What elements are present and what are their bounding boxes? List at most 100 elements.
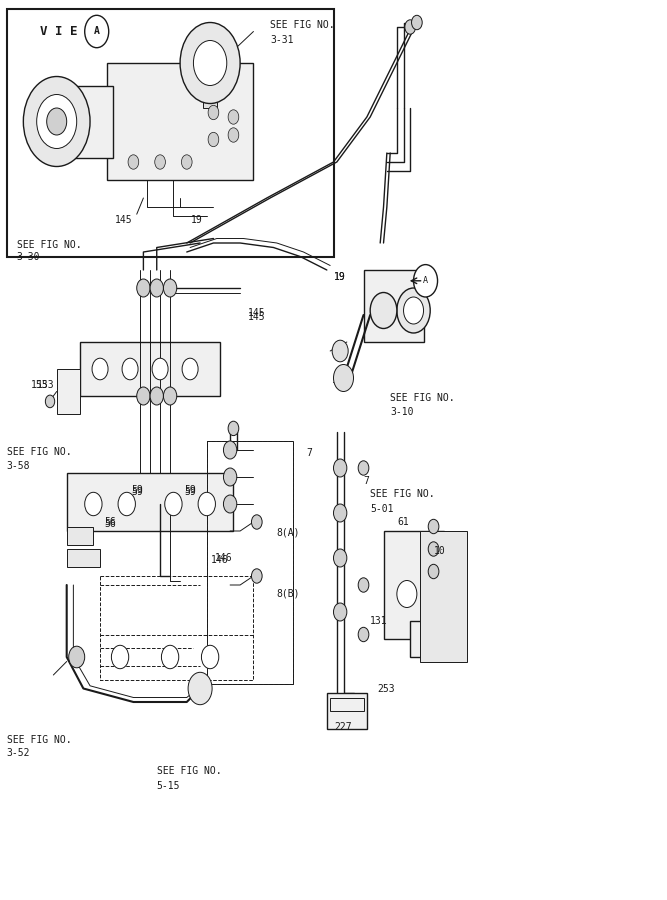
Circle shape xyxy=(428,519,439,534)
Circle shape xyxy=(198,492,215,516)
Text: 227: 227 xyxy=(335,722,352,733)
Bar xyxy=(203,94,217,108)
Text: SEE FIG NO.: SEE FIG NO. xyxy=(370,489,435,500)
Circle shape xyxy=(111,645,129,669)
Text: SEE FIG NO.: SEE FIG NO. xyxy=(17,239,81,250)
Circle shape xyxy=(161,645,179,669)
Circle shape xyxy=(181,155,192,169)
Text: 145: 145 xyxy=(248,308,265,319)
Circle shape xyxy=(137,387,150,405)
Text: SEE FIG NO.: SEE FIG NO. xyxy=(7,734,71,745)
Circle shape xyxy=(85,492,102,516)
Bar xyxy=(47,86,113,158)
Circle shape xyxy=(332,340,348,362)
Circle shape xyxy=(228,128,239,142)
Circle shape xyxy=(37,94,77,148)
Circle shape xyxy=(182,358,198,380)
Circle shape xyxy=(334,364,354,392)
Text: SEE FIG NO.: SEE FIG NO. xyxy=(7,446,71,457)
Circle shape xyxy=(334,504,347,522)
Text: 10: 10 xyxy=(434,545,446,556)
Text: 153: 153 xyxy=(37,380,54,391)
Text: SEE FIG NO.: SEE FIG NO. xyxy=(270,20,335,31)
Circle shape xyxy=(397,580,417,608)
Bar xyxy=(107,63,253,180)
Text: 8(B): 8(B) xyxy=(277,589,300,599)
Circle shape xyxy=(193,40,227,86)
Circle shape xyxy=(165,492,182,516)
Text: 59: 59 xyxy=(131,487,143,498)
Text: 3-58: 3-58 xyxy=(7,461,30,472)
Text: 59: 59 xyxy=(184,487,196,498)
Circle shape xyxy=(428,564,439,579)
Circle shape xyxy=(150,279,163,297)
Text: 7: 7 xyxy=(364,476,370,487)
Bar xyxy=(80,342,220,396)
Text: 5-15: 5-15 xyxy=(157,780,180,791)
Circle shape xyxy=(150,387,163,405)
Circle shape xyxy=(23,76,90,166)
Bar xyxy=(207,441,293,684)
Circle shape xyxy=(370,292,397,328)
Circle shape xyxy=(208,132,219,147)
Text: 253: 253 xyxy=(377,683,394,694)
Text: 145: 145 xyxy=(115,214,132,225)
Circle shape xyxy=(412,15,422,30)
Circle shape xyxy=(155,155,165,169)
Circle shape xyxy=(92,358,108,380)
Text: 8(A): 8(A) xyxy=(277,527,300,538)
Circle shape xyxy=(223,495,237,513)
Text: 3-31: 3-31 xyxy=(270,34,293,45)
Bar xyxy=(410,621,454,657)
Bar xyxy=(364,270,424,342)
Circle shape xyxy=(85,15,109,48)
Text: A: A xyxy=(423,276,428,285)
Text: V I E W: V I E W xyxy=(40,25,93,38)
Text: 153: 153 xyxy=(31,380,49,391)
Text: 7: 7 xyxy=(307,447,313,458)
Text: 5-01: 5-01 xyxy=(370,503,394,514)
Bar xyxy=(67,526,93,544)
Circle shape xyxy=(358,461,369,475)
Circle shape xyxy=(334,603,347,621)
Circle shape xyxy=(251,569,262,583)
Bar xyxy=(57,369,80,414)
Text: 131: 131 xyxy=(370,616,388,626)
Text: 61: 61 xyxy=(398,517,410,527)
Circle shape xyxy=(223,468,237,486)
Text: 146: 146 xyxy=(215,553,232,563)
Circle shape xyxy=(118,492,135,516)
Text: 56: 56 xyxy=(104,517,116,527)
Circle shape xyxy=(122,358,138,380)
Bar xyxy=(327,693,367,729)
Circle shape xyxy=(223,441,237,459)
Circle shape xyxy=(404,297,424,324)
Text: 19: 19 xyxy=(334,272,346,283)
Bar xyxy=(67,472,233,531)
Text: SEE FIG NO.: SEE FIG NO. xyxy=(157,766,221,777)
Text: 19: 19 xyxy=(334,272,346,283)
Circle shape xyxy=(334,459,347,477)
Circle shape xyxy=(69,646,85,668)
Bar xyxy=(7,9,334,256)
Circle shape xyxy=(188,672,212,705)
Circle shape xyxy=(47,108,67,135)
Bar xyxy=(420,531,467,662)
Text: 3-30: 3-30 xyxy=(17,252,40,263)
Bar xyxy=(67,549,100,567)
Circle shape xyxy=(163,279,177,297)
Circle shape xyxy=(208,105,219,120)
Bar xyxy=(330,698,364,711)
Circle shape xyxy=(180,22,240,104)
Circle shape xyxy=(137,279,150,297)
Text: SEE FIG NO.: SEE FIG NO. xyxy=(390,392,455,403)
Text: 3-52: 3-52 xyxy=(7,748,30,759)
Circle shape xyxy=(228,421,239,436)
Circle shape xyxy=(405,20,416,34)
Text: 56: 56 xyxy=(104,518,116,529)
Text: 59: 59 xyxy=(131,484,143,495)
Circle shape xyxy=(428,542,439,556)
Circle shape xyxy=(358,627,369,642)
Text: A: A xyxy=(94,26,99,37)
Circle shape xyxy=(358,578,369,592)
